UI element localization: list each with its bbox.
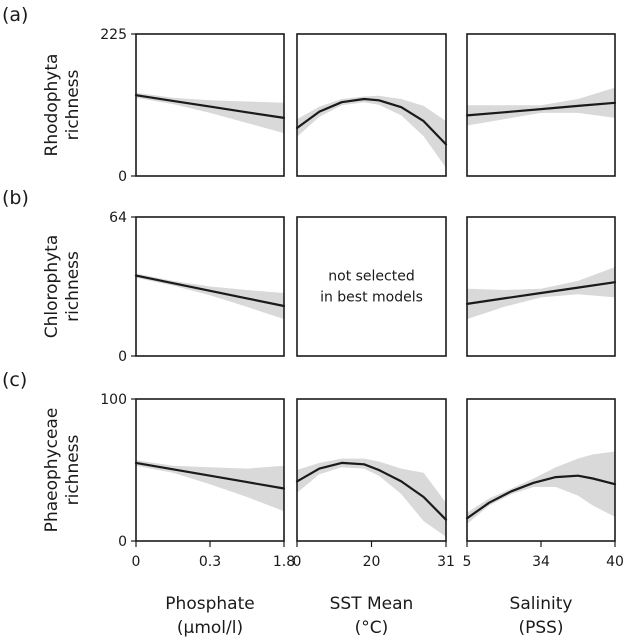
panel-frame	[135, 33, 285, 177]
panel-2-1	[295, 398, 448, 542]
y-axis-label: Rhodophytarichness	[42, 54, 83, 157]
x-tick-label: 0	[132, 554, 141, 570]
fitted-line	[465, 281, 617, 305]
y-tick-label: 64	[109, 210, 127, 226]
panel-1-1: not selected in best models	[296, 216, 447, 357]
x-axis-label: (°C)	[355, 618, 389, 638]
confidence-band	[467, 87, 615, 126]
fitted-line	[295, 97, 448, 146]
y-axis-label-line: richness	[63, 434, 83, 505]
not-selected-note: not selected	[328, 269, 414, 285]
x-tick-label: 0	[293, 554, 302, 570]
y-tick-label: 100	[100, 392, 127, 408]
fitted-line	[465, 474, 617, 520]
y-tick-label: 0	[118, 349, 127, 365]
y-tick-label: 0	[118, 169, 127, 185]
y-axis-label: Phaeophyceaerichness	[42, 408, 83, 533]
confidence-band	[467, 451, 615, 524]
fitted-line	[465, 101, 617, 117]
fitted-line	[134, 94, 286, 120]
panel-0-1	[295, 33, 448, 177]
y-axis-label-line: Rhodophyta	[42, 54, 62, 157]
x-tick-label: 0.3	[199, 554, 221, 570]
x-axis-label: (PSS)	[518, 618, 563, 638]
panel-frame	[296, 33, 447, 177]
panel-2-2	[465, 398, 617, 542]
panel-1-0	[134, 216, 286, 357]
y-tick-label: 225	[100, 27, 127, 43]
panel-frame	[466, 216, 616, 357]
x-axis-2: 5 34 40 Salinity (PSS)	[463, 541, 624, 638]
panel-row-1: (b) Chlorophytarichness 64 0 not selected in …	[2, 187, 617, 365]
y-axis-label-line: Chlorophyta	[42, 235, 62, 339]
fitted-line	[134, 461, 286, 490]
x-tick-label: 5	[463, 554, 472, 570]
confidence-band	[136, 92, 284, 134]
y-tick-label: 0	[118, 534, 127, 550]
confidence-band	[297, 458, 446, 537]
panel-label: (b)	[2, 187, 29, 209]
panel-0-2	[465, 33, 617, 177]
panel-row-0: (a) Rhodophytarichness 225 0	[2, 4, 617, 185]
y-axis-label-line: richness	[63, 69, 83, 140]
confidence-band	[136, 460, 284, 512]
panel-frame	[296, 216, 447, 357]
x-tick-label: 1.8	[273, 554, 295, 570]
y-axis-label: Chlorophytarichness	[42, 235, 83, 339]
confidence-band	[136, 273, 284, 320]
panel-label: (c)	[2, 369, 27, 391]
panel-row-2: (c) Phaeophyceaerichness 100 0	[2, 369, 617, 550]
x-axis-label: Salinity	[510, 594, 573, 614]
y-axis-label-line: Phaeophyceae	[42, 408, 62, 533]
x-axis-label: (µmol/l)	[177, 618, 243, 638]
confidence-band	[297, 95, 446, 168]
x-tick-label: 31	[437, 554, 455, 570]
x-tick-label: 20	[363, 554, 381, 570]
panel-label: (a)	[2, 4, 28, 26]
x-tick-label: 34	[532, 554, 550, 570]
x-axis-0: 0 0.3 1.8 Phosphate (µmol/l)	[132, 541, 295, 638]
x-axis-label: Phosphate	[165, 594, 254, 614]
fitted-line	[134, 274, 286, 308]
panel-2-0	[134, 398, 286, 542]
fitted-line	[295, 461, 448, 521]
x-tick-label: 40	[606, 554, 624, 570]
not-selected-note: in best models	[320, 290, 423, 306]
panel-1-2	[465, 216, 617, 357]
x-axis-1: 0 20 31 SST Mean (°C)	[293, 541, 455, 638]
x-axis-label: SST Mean	[330, 594, 414, 614]
y-axis-label-line: richness	[63, 251, 83, 322]
panel-frame	[466, 33, 616, 177]
panel-0-0	[134, 33, 286, 177]
panel-frame	[135, 216, 285, 357]
